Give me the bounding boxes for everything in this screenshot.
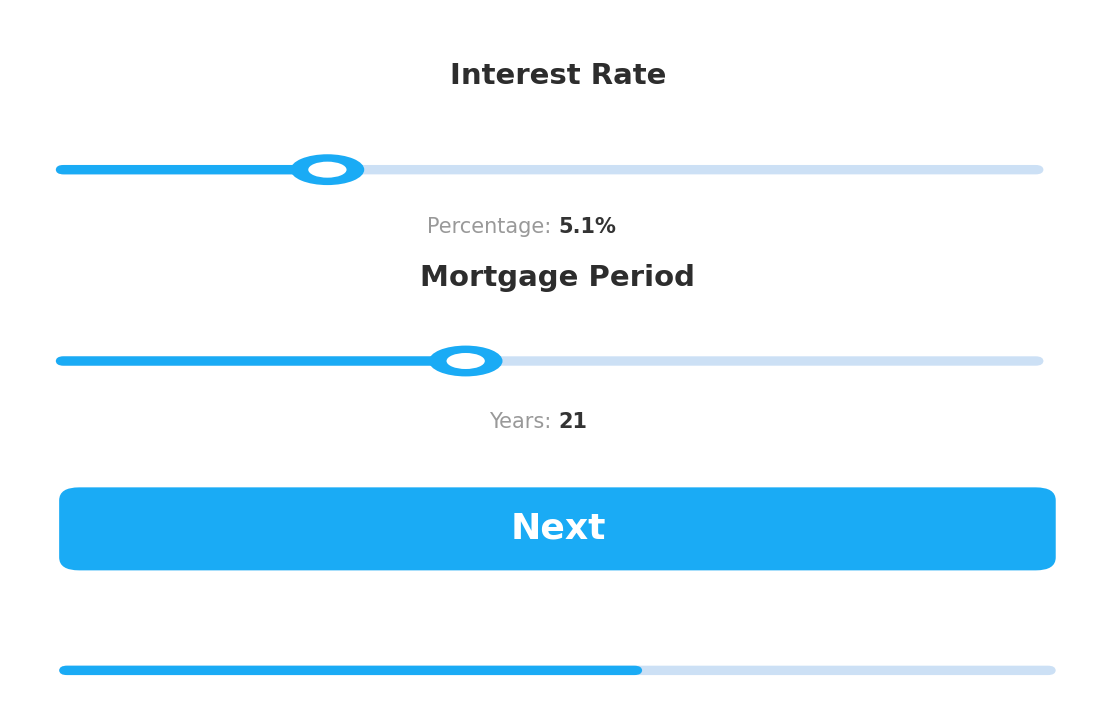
- Text: Interest Rate: Interest Rate: [450, 62, 666, 90]
- Text: 5.1%: 5.1%: [558, 217, 616, 238]
- Ellipse shape: [446, 353, 484, 369]
- Ellipse shape: [429, 346, 502, 376]
- FancyBboxPatch shape: [59, 666, 642, 675]
- FancyBboxPatch shape: [59, 666, 1056, 675]
- Text: Years:: Years:: [489, 412, 558, 432]
- Text: Mortgage Period: Mortgage Period: [421, 264, 695, 292]
- FancyBboxPatch shape: [56, 165, 327, 174]
- Text: 21: 21: [558, 412, 587, 432]
- FancyBboxPatch shape: [56, 357, 465, 365]
- FancyBboxPatch shape: [56, 165, 1043, 174]
- Text: Percentage:: Percentage:: [427, 217, 558, 238]
- FancyBboxPatch shape: [56, 357, 1043, 365]
- FancyBboxPatch shape: [59, 487, 1056, 570]
- Ellipse shape: [308, 162, 347, 178]
- Ellipse shape: [290, 155, 364, 185]
- Text: Next: Next: [510, 512, 606, 546]
